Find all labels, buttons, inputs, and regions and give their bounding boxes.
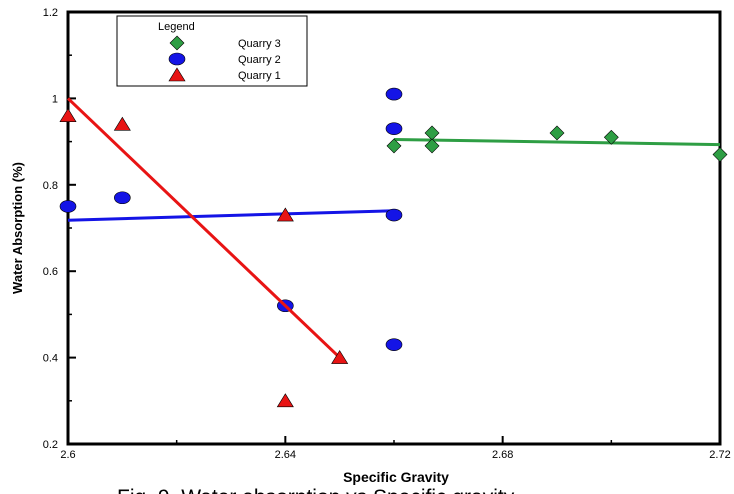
point-quarry-3 [549, 125, 565, 141]
y-tick-label: 0.2 [43, 439, 58, 451]
legend-marker-quarry-3 [169, 35, 185, 51]
y-tick-label: 0.8 [43, 180, 58, 192]
y-tick-label: 0.6 [43, 266, 58, 278]
point-quarry-2 [385, 122, 403, 135]
point-quarry-1 [331, 350, 349, 364]
series-quarry-2 [59, 87, 403, 351]
trendline-quarry-3 [393, 137, 721, 147]
legend-box [116, 15, 308, 87]
x-tick-label: 2.6 [60, 449, 75, 461]
point-quarry-1 [276, 207, 294, 222]
x-tick-label: 2.68 [492, 449, 513, 461]
figure-caption: Fig. 9. Water absorption vs Specific gra… [117, 486, 515, 494]
series [59, 87, 728, 408]
point-quarry-2 [385, 208, 403, 222]
legend-label-quarry-3: Quarry 3 [238, 38, 281, 50]
ticks: 2.6 2.64 2.68 2.72 0.2 0.4 0.6 0.8 1 1.2 [43, 7, 731, 461]
x-axis-title: Specific Gravity [343, 469, 449, 485]
point-quarry-3 [603, 129, 619, 145]
legend-marker-quarry-2 [168, 52, 186, 66]
legend: Legend Quarry 3 Quarry 2 Quarry 1 [116, 15, 308, 87]
trendline-quarry-1 [66, 97, 341, 359]
legend-marker-quarry-1 [168, 67, 186, 82]
point-quarry-3 [386, 138, 402, 154]
series-quarry-3 [386, 125, 728, 162]
point-quarry-1 [113, 116, 131, 131]
point-quarry-3 [424, 125, 440, 141]
y-axis-title: Water Absorption (%) [10, 162, 25, 294]
legend-label-quarry-2: Quarry 2 [238, 54, 281, 66]
point-quarry-2 [385, 338, 403, 351]
trendline-quarry-2 [67, 209, 395, 222]
x-tick-label: 2.64 [275, 449, 296, 461]
legend-label-quarry-1: Quarry 1 [238, 70, 281, 82]
point-quarry-3 [424, 138, 440, 154]
legend-items: Quarry 3 Quarry 2 Quarry 1 [168, 35, 281, 82]
point-quarry-2 [385, 87, 403, 101]
x-tick-label: 2.72 [709, 449, 730, 461]
legend-title: Legend [158, 21, 195, 33]
series-quarry-1 [59, 97, 349, 408]
point-quarry-2 [59, 200, 77, 213]
point-quarry-3 [712, 147, 728, 162]
point-quarry-2 [114, 191, 131, 205]
y-tick-label: 0.4 [43, 353, 58, 365]
y-tick-label: 1 [52, 93, 58, 105]
point-quarry-1 [59, 108, 77, 122]
y-tick-label: 1.2 [43, 7, 58, 19]
point-quarry-1 [276, 393, 294, 408]
